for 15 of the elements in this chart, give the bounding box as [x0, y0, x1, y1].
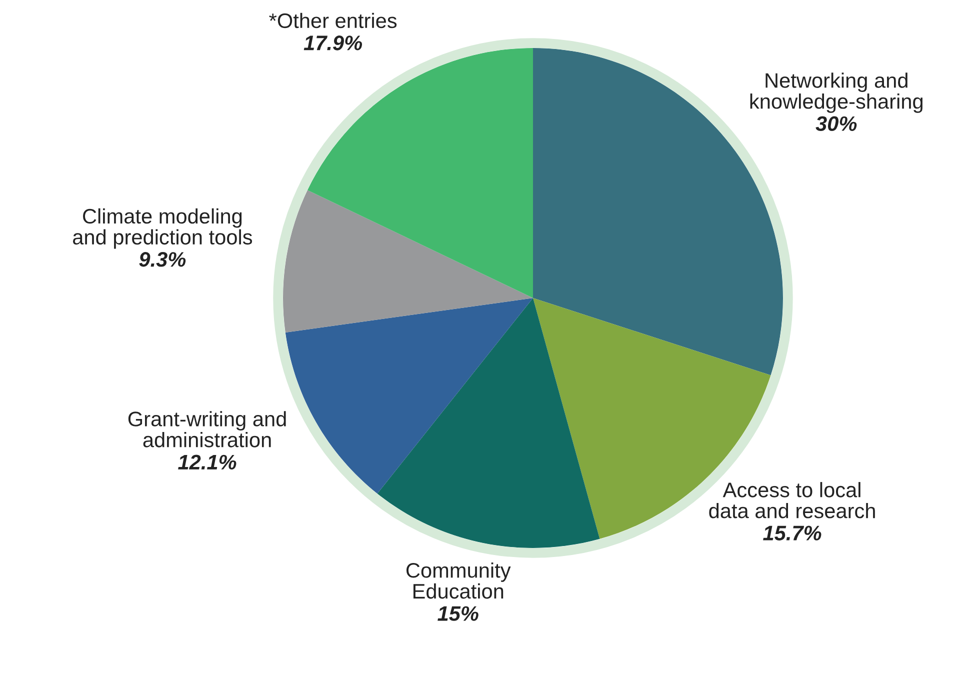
pie-slice [285, 298, 533, 494]
slice-label: Access to local data and research [709, 482, 875, 518]
slice-label: Networking and knowledge-sharing [750, 72, 922, 113]
data-label: 15.7% [763, 526, 822, 540]
pie-slice [283, 190, 533, 332]
slice-label: *Other entries [269, 12, 397, 28]
slice-label: Grant-writing and administration [128, 411, 286, 448]
data-label: 15% [438, 606, 478, 621]
data-label: 30% [816, 116, 857, 132]
data-label: 17.9% [304, 36, 362, 50]
data-label: 9.3% [139, 252, 186, 267]
slice-label: Climate modeling and prediction tools [72, 208, 252, 249]
pie-slice [377, 298, 600, 548]
data-label: 12.1% [178, 454, 236, 470]
slice-label: Community Education [406, 562, 511, 599]
